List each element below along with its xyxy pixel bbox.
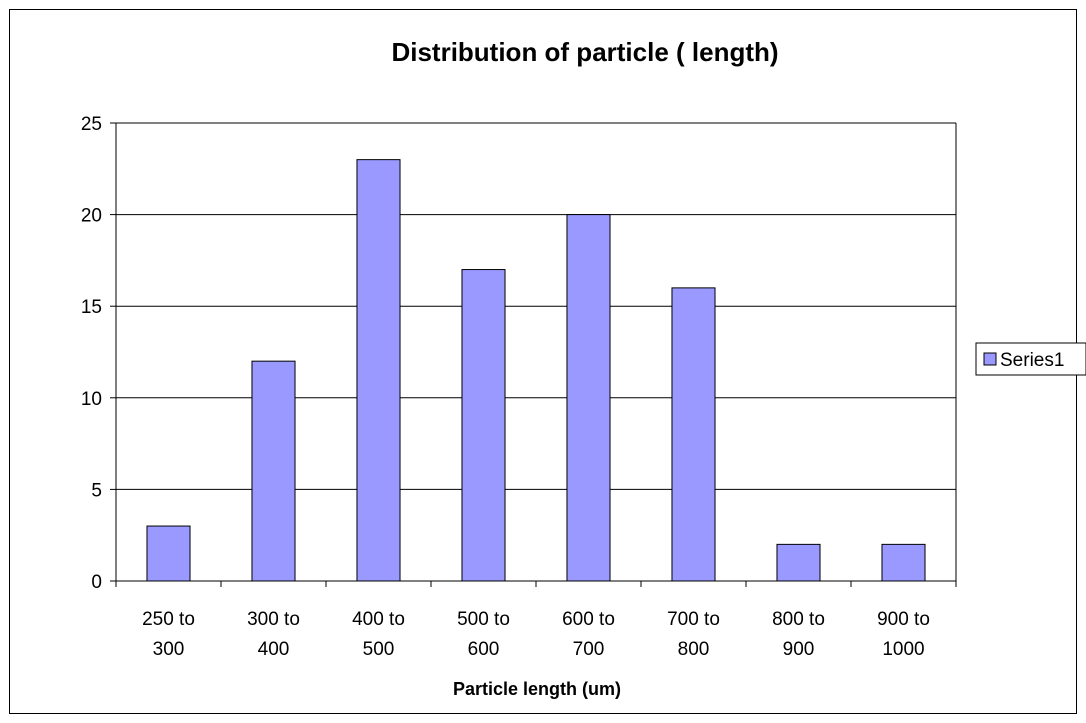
- y-tick-label: 5: [91, 480, 102, 501]
- x-tick-labels: 250 to 300 300 to 400 400 to 500 500 to 600 600 …: [142, 609, 930, 660]
- x-tick-label: 500 to 600: [457, 609, 510, 660]
- x-tick-label: 900 to 1000: [877, 609, 930, 660]
- bars: [146, 159, 926, 582]
- bar: [671, 287, 716, 582]
- legend-label-series1: Series1: [1000, 350, 1064, 371]
- bar: [146, 525, 191, 582]
- x-tick-label: 300 to 400: [247, 609, 300, 660]
- bar: [251, 360, 296, 582]
- bar: [566, 214, 611, 582]
- x-tick-label: 250 to 300: [142, 609, 195, 660]
- chart-frame: [9, 9, 1077, 714]
- x-axis-label: Particle length (um): [453, 679, 621, 699]
- y-tick-label: 0: [91, 572, 102, 593]
- x-tick-label: 600 to 700: [562, 609, 615, 660]
- x-tick-label: 800 to 900: [772, 609, 825, 660]
- y-tick-labels: 0 5 10 15 20 25: [81, 114, 102, 593]
- y-tick-label: 25: [81, 114, 102, 135]
- legend-swatch-series1: [983, 352, 997, 366]
- bar: [881, 543, 926, 582]
- bar: [776, 543, 821, 582]
- chart-title: Distribution of particle ( length): [391, 37, 778, 67]
- legend-box: [975, 342, 1086, 376]
- y-tick-label: 15: [81, 297, 102, 318]
- y-tick-label: 10: [81, 389, 102, 410]
- gridlines: [110, 122, 956, 582]
- x-tick-label: 700 to 800: [667, 609, 720, 660]
- y-tick-label: 20: [81, 206, 102, 227]
- bar: [356, 159, 401, 582]
- x-tick-label: 400 to 500: [352, 609, 405, 660]
- legend: Series1: [975, 342, 1086, 376]
- axes: [115, 123, 957, 587]
- bar: [461, 269, 506, 582]
